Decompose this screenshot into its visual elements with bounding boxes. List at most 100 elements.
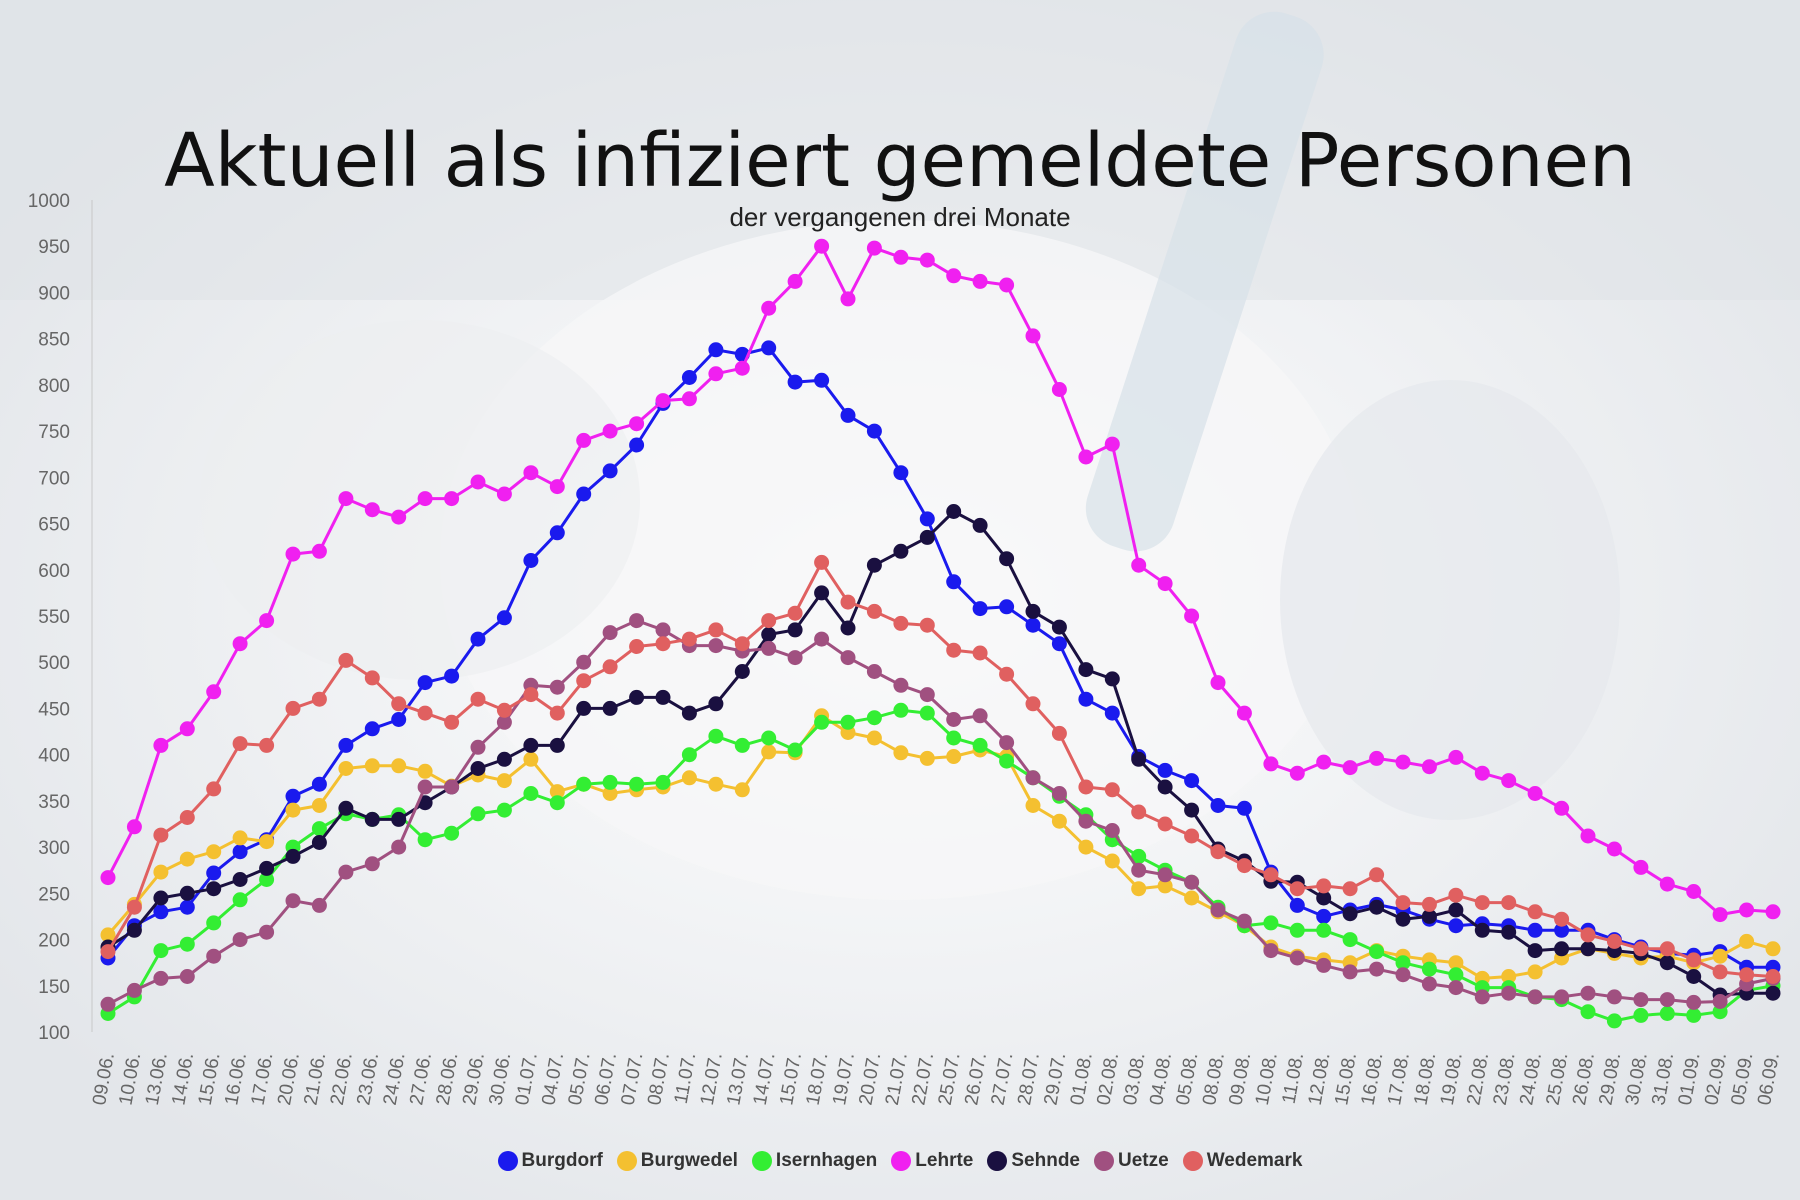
y-tick-label: 350 — [38, 792, 70, 813]
data-point — [814, 238, 830, 254]
data-point — [549, 525, 565, 541]
data-point — [761, 340, 777, 356]
data-point — [1739, 967, 1755, 983]
x-tick-label: 20.07. — [855, 1051, 885, 1107]
data-point — [655, 774, 671, 790]
data-point — [153, 904, 169, 920]
data-point — [1131, 862, 1147, 878]
data-point — [549, 784, 565, 800]
data-point — [814, 714, 830, 730]
data-point — [1606, 933, 1622, 949]
x-tick-label: 10.06. — [115, 1051, 145, 1107]
data-point — [761, 744, 777, 760]
legend-item[interactable]: Burgwedel — [616, 1150, 738, 1172]
data-point — [1078, 813, 1094, 829]
data-point — [840, 407, 856, 423]
data-point — [1580, 985, 1596, 1001]
data-point — [1184, 828, 1200, 844]
data-point — [708, 342, 724, 358]
data-point — [311, 821, 327, 837]
series-line — [106, 346, 1773, 969]
data-point — [179, 851, 195, 867]
data-point — [576, 654, 592, 670]
data-point — [1236, 913, 1252, 929]
data-point — [391, 712, 407, 727]
data-point — [708, 728, 724, 744]
legend-item[interactable]: Lehrte — [891, 1150, 973, 1172]
data-point — [866, 557, 882, 573]
data-point — [470, 691, 486, 707]
data-point — [999, 599, 1015, 615]
x-tick-label: 27.07. — [988, 1051, 1018, 1107]
data-point — [787, 273, 803, 289]
x-tick-label: 10.08. — [1252, 1051, 1282, 1107]
x-tick-label: 16.06. — [221, 1051, 251, 1107]
data-point — [417, 675, 433, 691]
data-point — [206, 684, 222, 700]
data-point — [338, 761, 354, 776]
data-point — [1686, 994, 1702, 1010]
data-point — [444, 825, 460, 841]
data-point — [285, 848, 301, 864]
legend-item[interactable]: Isernhagen — [751, 1150, 877, 1172]
data-point — [206, 865, 222, 881]
legend-item[interactable]: Wedemark — [1182, 1150, 1302, 1172]
data-point — [893, 702, 909, 718]
legend-item[interactable]: Burgdorf — [497, 1150, 603, 1172]
data-point — [1580, 927, 1596, 943]
data-point — [496, 714, 512, 730]
data-point — [391, 811, 407, 827]
y-tick-label: 600 — [38, 561, 70, 582]
data-point — [1369, 961, 1385, 977]
data-point — [814, 585, 830, 601]
data-point — [444, 668, 460, 684]
data-point — [1712, 994, 1728, 1009]
data-point — [708, 696, 724, 712]
y-tick-label: 850 — [38, 330, 70, 351]
x-tick-label: 20.06. — [274, 1051, 304, 1107]
data-point — [1633, 941, 1649, 957]
data-point — [1765, 941, 1781, 957]
data-point — [1712, 964, 1728, 980]
data-point — [206, 881, 222, 897]
x-tick-label: 22.07. — [908, 1051, 938, 1107]
legend-label: Lehrte — [915, 1150, 974, 1171]
data-point — [1633, 859, 1649, 875]
data-point — [1263, 756, 1279, 772]
data-point — [523, 737, 539, 753]
data-point — [311, 897, 327, 913]
data-point — [787, 650, 803, 666]
x-tick-label: 19.07. — [829, 1051, 859, 1107]
data-point — [1369, 944, 1385, 960]
data-point — [946, 730, 962, 746]
x-tick-label: 21.06. — [300, 1051, 330, 1107]
data-point — [1263, 943, 1279, 959]
data-point — [470, 806, 486, 822]
data-point — [840, 594, 856, 610]
data-point — [1580, 1004, 1596, 1020]
data-point — [866, 730, 882, 746]
data-point — [655, 636, 671, 652]
data-point — [179, 936, 195, 952]
x-tick-label: 15.06. — [195, 1051, 225, 1107]
data-point — [602, 786, 618, 801]
data-point — [1606, 841, 1622, 857]
data-point — [1527, 964, 1543, 980]
legend-label: Sehnde — [1011, 1150, 1080, 1171]
data-point — [1131, 751, 1147, 767]
legend-item[interactable]: Uetze — [1094, 1150, 1169, 1172]
x-tick-label: 28.06. — [433, 1051, 463, 1107]
data-point — [946, 504, 962, 519]
data-point — [549, 795, 565, 811]
data-point — [232, 736, 248, 752]
y-tick-label: 200 — [38, 931, 70, 952]
legend: Burgdorf Burgwedel Isernhagen Lehrte Sehnde U… — [0, 1150, 1800, 1172]
data-point — [1051, 813, 1067, 829]
x-tick-label: 14.06. — [168, 1051, 198, 1107]
data-point — [1342, 932, 1358, 948]
legend-item[interactable]: Sehnde — [987, 1150, 1080, 1172]
data-point — [232, 872, 248, 887]
x-tick-label: 25.08. — [1543, 1051, 1573, 1107]
data-point — [1210, 902, 1226, 918]
data-point — [1104, 671, 1120, 687]
